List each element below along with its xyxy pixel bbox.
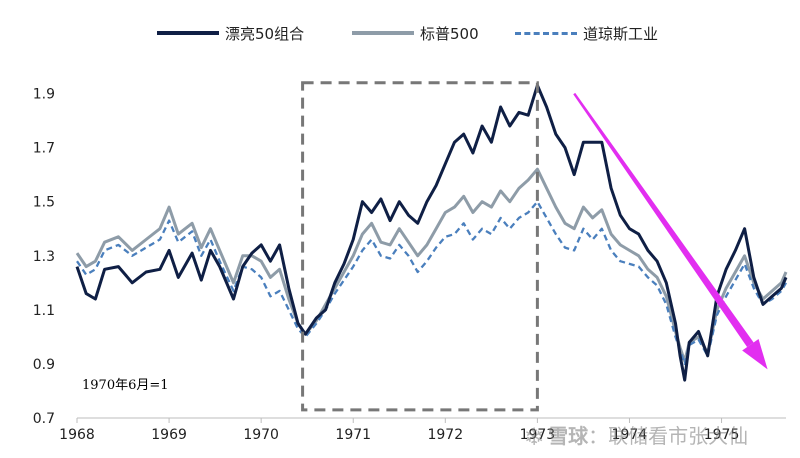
y-tick-label: 1.3 — [33, 249, 55, 265]
trend-arrow — [573, 92, 768, 370]
series-line-0 — [75, 83, 788, 382]
y-tick-label: 1.5 — [33, 195, 55, 211]
trend-arrow-shaft — [573, 92, 754, 348]
highlight-box — [301, 81, 539, 412]
x-tick-label: 1974 — [612, 427, 648, 443]
x-tick-label: 1971 — [335, 427, 371, 443]
baseline-annotation: 1970年6月=1 — [82, 378, 169, 393]
legend-label: 道琼斯工业 — [583, 24, 659, 43]
y-tick-label: 1.7 — [33, 141, 55, 157]
x-tick-label: 1972 — [427, 427, 463, 443]
watermark: ❄ 雪球：联储看市张大仙 — [524, 420, 748, 451]
series-line-2 — [76, 200, 787, 366]
legend-item-beautiful50: 漂亮50组合 — [157, 20, 304, 46]
legend-label: 漂亮50组合 — [225, 24, 305, 43]
x-tick-label: 1969 — [151, 427, 187, 443]
x-tick-label: 1973 — [520, 427, 556, 443]
y-tick-label: 1.9 — [33, 87, 55, 103]
snowball-logo-icon: ❄ — [524, 423, 545, 451]
legend-line-swatch — [352, 31, 414, 35]
legend-label: 标普500 — [420, 24, 479, 43]
series-layer — [75, 83, 788, 382]
y-tick-label: 0.9 — [33, 357, 55, 373]
axes: 1968 1969 1970 1971 1972 1973 1974 1975 0.7 0.9 1.… — [33, 87, 786, 443]
legend: 漂亮50组合 标普500 道琼斯工业 — [0, 20, 800, 46]
x-tick-label: 1968 — [59, 427, 95, 443]
legend-line-swatch — [157, 31, 219, 35]
watermark-text: ：联储看市张大仙 — [588, 424, 749, 448]
watermark-brand: 雪球 — [548, 424, 589, 448]
legend-item-sp500: 标普500 — [352, 20, 479, 46]
trend-arrow-head — [742, 339, 768, 370]
y-tick-label: 1.1 — [33, 303, 55, 319]
series-line-1 — [75, 167, 788, 363]
x-tick-label: 1975 — [704, 427, 740, 443]
y-tick-label: 0.7 — [33, 411, 55, 427]
legend-item-dowjones: 道琼斯工业 — [515, 20, 658, 46]
legend-dashed-swatch — [515, 31, 577, 35]
x-tick-label: 1970 — [243, 427, 279, 443]
